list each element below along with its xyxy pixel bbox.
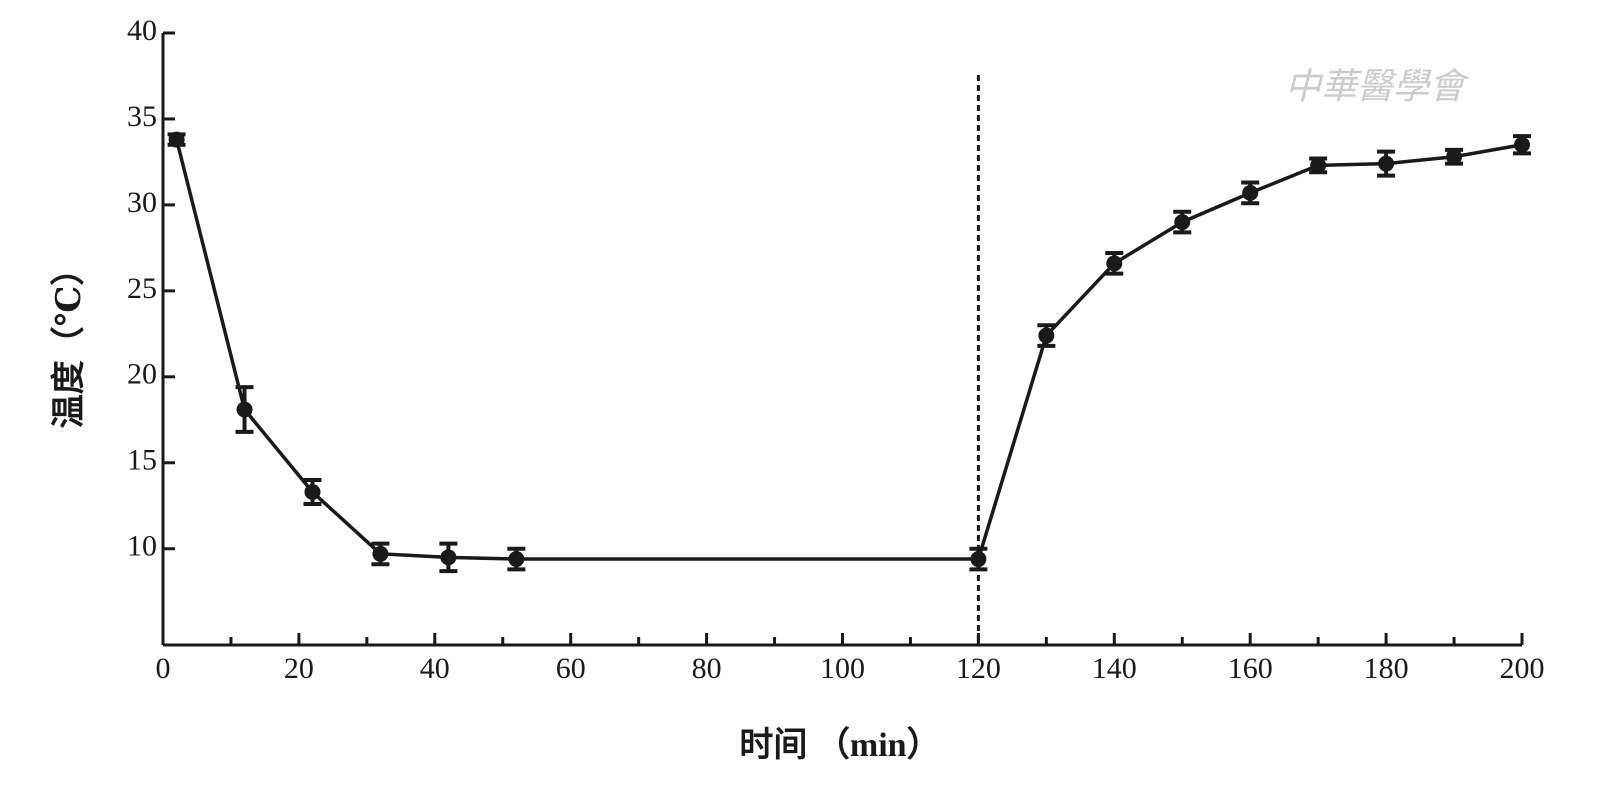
data-point — [168, 131, 185, 148]
data-point — [1106, 255, 1123, 272]
x-tick-label: 140 — [1092, 652, 1137, 685]
y-tick-label: 10 — [127, 530, 157, 563]
data-point — [1378, 155, 1395, 172]
data-point — [1446, 148, 1463, 165]
x-tick-label: 160 — [1228, 652, 1273, 685]
y-axis-label: 温度（℃） — [49, 252, 88, 429]
x-tick-label: 20 — [284, 652, 314, 685]
data-point — [304, 484, 321, 500]
data-line — [174, 139, 1523, 561]
x-tick-label: 120 — [956, 652, 1001, 685]
y-tick-label: 30 — [127, 186, 157, 219]
x-axis-label: 时间 （min） — [739, 725, 940, 764]
x-tick-label: 0 — [156, 652, 171, 685]
x-tick-label: 40 — [420, 652, 450, 685]
y-tick-label: 15 — [127, 444, 157, 477]
x-tick-label: 60 — [556, 652, 586, 685]
data-point — [1310, 157, 1327, 174]
data-point — [372, 545, 389, 562]
x-tick-label: 80 — [692, 652, 722, 685]
data-point — [508, 551, 525, 568]
y-tick-label: 35 — [127, 100, 157, 133]
x-tick-label: 200 — [1500, 652, 1545, 685]
data-point — [1038, 327, 1055, 344]
data-point — [1174, 214, 1191, 231]
x-tick-label: 180 — [1364, 652, 1409, 685]
x-tick-label: 100 — [820, 652, 865, 685]
data-point — [236, 401, 253, 418]
data-point — [440, 549, 457, 566]
y-tick-label: 25 — [127, 272, 157, 305]
y-tick-label: 20 — [127, 358, 157, 391]
y-tick-label: 40 — [127, 14, 157, 47]
data-point — [1242, 184, 1259, 201]
data-point — [1514, 136, 1530, 153]
data-point — [970, 551, 987, 568]
watermark: 中華醫學會 — [1285, 66, 1470, 106]
